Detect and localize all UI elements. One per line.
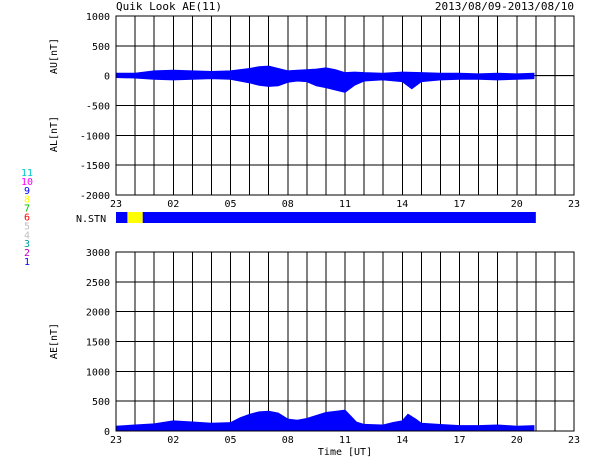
station-coverage-segment	[127, 212, 143, 223]
ae-y-tick-label: 0	[104, 427, 110, 438]
ae-x-tick-label: 23	[110, 435, 122, 446]
au-series-area	[115, 65, 535, 77]
ae-x-tick-label: 08	[282, 435, 294, 446]
ae-y-tick-label: 3000	[86, 248, 110, 259]
au-al-x-tick-label: 14	[396, 199, 408, 210]
au-al-y-tick-label: -1000	[80, 131, 110, 142]
au-al-y-tick-label: -500	[86, 102, 110, 113]
station-count-bar	[116, 212, 536, 223]
ae-frame	[115, 251, 575, 432]
au-al-x-tick-label: 17	[453, 199, 465, 210]
station-number-7: 7	[24, 204, 30, 215]
au-axis-label: AU[nT]	[49, 38, 60, 74]
station-number-9: 9	[24, 186, 30, 197]
ae-y-tick-label: 1500	[86, 338, 110, 349]
chart-title: Quik Look AE(11)	[116, 0, 222, 13]
ae-y-ticks: 0 500 1000 1500 2000 2500 3000	[86, 248, 110, 438]
ae-y-tick-label: 2000	[86, 308, 110, 319]
au-al-x-tick-label: 11	[339, 199, 351, 210]
ae-x-tick-label: 14	[396, 435, 408, 446]
station-number-4: 4	[24, 230, 30, 241]
ae-x-tick-label: 23	[568, 435, 580, 446]
al-axis-label: AL[nT]	[49, 116, 60, 152]
au-al-x-tick-label: 23	[110, 199, 122, 210]
time-axis-label: Time [UT]	[318, 447, 372, 458]
au-al-x-tick-label: 02	[167, 199, 179, 210]
station-bar-label: N.STN	[76, 214, 106, 225]
ae-grid	[116, 252, 574, 431]
au-al-y-tick-label: 0	[104, 72, 110, 83]
date-range: 2013/08/09-2013/08/10	[435, 0, 574, 13]
au-al-x-tick-label: 23	[568, 199, 580, 210]
ae-x-tick-label: 05	[224, 435, 236, 446]
ae-x-tick-label: 02	[167, 435, 179, 446]
station-number-5: 5	[24, 221, 30, 232]
au-al-x-tick-label: 05	[224, 199, 236, 210]
station-number-6: 6	[24, 213, 30, 224]
station-number-1: 1	[24, 257, 30, 268]
station-number-11: 11	[21, 168, 33, 179]
au-al-y-ticks: -2000 -1500 -1000 -500 0 500 1000	[80, 12, 110, 202]
au-al-grid	[116, 16, 574, 195]
station-number-3: 3	[24, 239, 30, 250]
au-al-frame	[115, 15, 575, 196]
ae-y-tick-label: 500	[92, 397, 110, 408]
au-al-y-tick-label: -1500	[80, 161, 110, 172]
ae-series-area	[115, 409, 535, 432]
au-al-trace	[115, 65, 574, 93]
ae-y-tick-label: 1000	[86, 367, 110, 378]
ae-x-tick-label: 17	[453, 435, 465, 446]
au-al-y-tick-label: -2000	[80, 191, 110, 202]
au-al-x-ticks: 23 02 05 08 11 14 17 20 23	[110, 199, 580, 210]
station-number-10: 10	[21, 177, 33, 188]
au-al-x-tick-label: 20	[511, 199, 523, 210]
station-number-2: 2	[24, 248, 30, 259]
ae-x-ticks: 23 02 05 08 11 14 17 20 23	[110, 435, 580, 446]
ae-x-tick-label: 11	[339, 435, 351, 446]
au-al-y-tick-label: 1000	[86, 12, 110, 23]
ae-y-tick-label: 2500	[86, 278, 110, 289]
au-al-panel: -2000 -1500 -1000 -500 0 500 1000 23 02 05 08 11 14…	[49, 12, 580, 210]
ae-axis-label: AE[nT]	[49, 323, 60, 359]
al-series-area	[115, 75, 535, 93]
station-coverage-segment	[116, 212, 128, 223]
ae-trace	[115, 409, 535, 432]
au-al-x-tick-label: 08	[282, 199, 294, 210]
au-al-y-tick-label: 500	[92, 42, 110, 53]
station-coverage-segment	[142, 212, 536, 223]
ae-x-tick-label: 20	[511, 435, 523, 446]
station-number-8: 8	[24, 195, 30, 206]
